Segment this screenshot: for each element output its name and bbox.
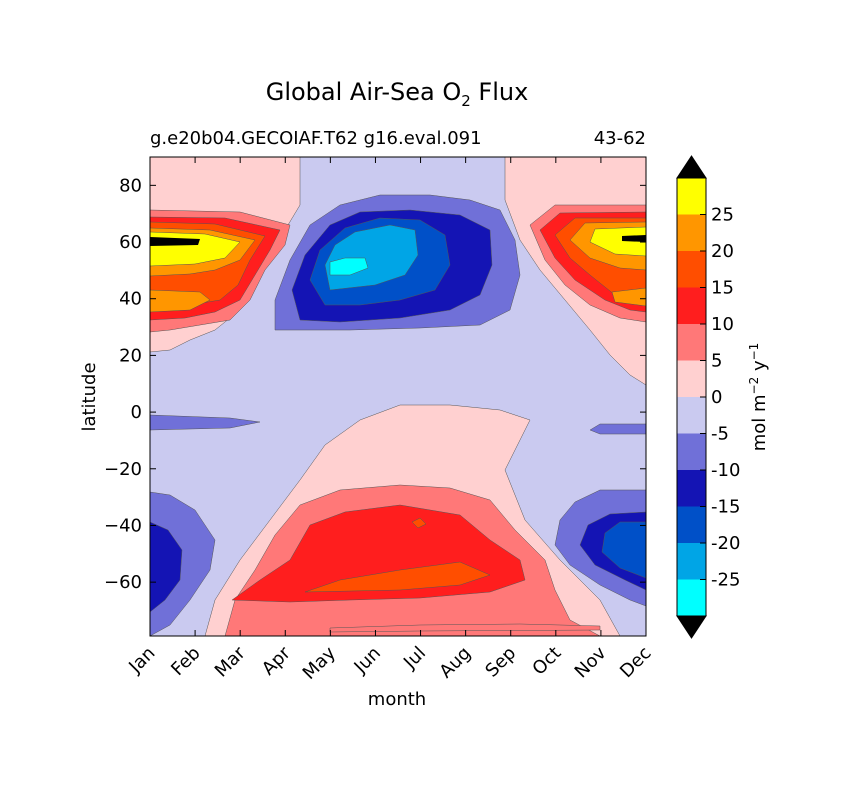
chart-title-main: Global Air-Sea O [266,78,462,106]
colorbar-label-base: mol m [749,394,770,451]
colorbar-under-arrow [676,615,707,639]
colorbar-tick-label-20: 20 [711,241,734,262]
colorbar-tick-label--10: -10 [711,460,740,481]
y-axis: 80 60 40 20 0 −20 −40 −60 [104,175,646,593]
x-tick-label-aug: Aug [435,643,475,683]
y-axis-label: latitude [79,362,100,431]
colorbar-tick-label--25: -25 [711,570,740,591]
subtitle-right: 43-62 [594,128,646,149]
colorbar-tick-label-5: 5 [711,351,722,372]
contour-region-s-15-dot [411,517,427,529]
chart-title: Global Air-Sea O2 Flux [266,78,529,110]
colorbar-label-exp2: −1 [747,343,761,361]
colorbar-over-arrow [676,155,707,179]
contour-region-ne-over [622,235,646,242]
y-tick-label-60: 60 [119,232,142,253]
colorbar-swatch--20-to--15 [677,506,706,543]
colorbar-swatch-15-to-20 [677,251,706,288]
contour-region-s-15 [304,561,491,593]
colorbar-tick-label-0: 0 [711,387,722,408]
x-tick-label-apr: Apr [258,642,295,679]
y-tick-label-20: 20 [119,345,142,366]
colorbar-swatch--25-to--20 [677,543,706,580]
contour-region-sw-minus10 [150,521,183,613]
colorbar-tick-label--20: -20 [711,533,740,554]
colorbar-swatch-10-to-15 [677,287,706,324]
contour-region-se-minus15 [601,521,646,579]
contour-region-nw-over [150,237,200,246]
y-tick-label--60: −60 [104,572,142,593]
y-tick-label-80: 80 [119,175,142,196]
chart-title-tail: Flux [471,78,529,106]
colorbar-tick-label-15: 15 [711,278,734,299]
x-tick-label-sep: Sep [481,643,520,682]
colorbar-swatch-20-to-25 [677,214,706,251]
colorbar-swatch-25-to-30 [677,178,706,215]
contour-region-ne-25 [589,226,646,257]
x-axis-label: month [368,689,426,710]
subtitle-left: g.e20b04.GECOIAF.T62 g16.eval.091 [150,128,482,149]
contour-region-sw-minus5 [150,491,216,636]
x-tick-label-may: May [299,642,340,683]
colorbar-swatch-0-to-5 [677,360,706,397]
colorbar-swatch--30-to--25 [677,579,706,616]
colorbar-label-exp1: −2 [747,377,761,395]
x-tick-label-oct: Oct [528,643,565,680]
x-tick-label-jul: Jul [399,643,430,674]
contour-region-n-minus25 [329,257,369,276]
x-tick-label-feb: Feb [167,643,204,680]
y-tick-label--20: −20 [104,459,142,480]
colorbar-swatch--10-to--5 [677,433,706,470]
colorbar-tick-label--5: -5 [711,424,729,445]
chart-title-sub: 2 [461,92,471,110]
x-tick-label-mar: Mar [211,642,250,681]
colorbar-label-mid: y [749,360,770,377]
contour-region-nw-20b [150,289,211,313]
contour-region-eq-minus5-right [589,423,646,435]
colorbar-swatch--5-to-0 [677,397,706,434]
contour-region-eq-minus5-left [150,414,261,431]
contour-region-s-5-band [329,623,601,633]
colorbar-swatch--15-to--10 [677,470,706,507]
x-tick-label-nov: Nov [571,642,611,682]
colorbar: 25 20 15 10 5 0 -5 -10 -15 -20 -25 [676,155,740,639]
plot-frame [149,156,647,637]
colorbar-tick-label-25: 25 [711,205,734,226]
colorbar-tick-label-10: 10 [711,314,734,335]
contour-region-ne-20b [611,287,646,307]
x-tick-label-jun: Jun [350,643,385,678]
y-tick-label-0: 0 [131,402,142,423]
x-tick-label-jan: Jan [124,643,159,678]
colorbar-swatch-5-to-10 [677,324,706,361]
colorbar-tick-label--15: -15 [711,497,740,518]
colorbar-label: mol m−2 y−1 [747,343,770,452]
x-tick-label-dec: Dec [616,643,655,682]
plot-area [150,157,646,636]
y-tick-label--40: −40 [104,515,142,536]
y-tick-label-40: 40 [119,289,142,310]
